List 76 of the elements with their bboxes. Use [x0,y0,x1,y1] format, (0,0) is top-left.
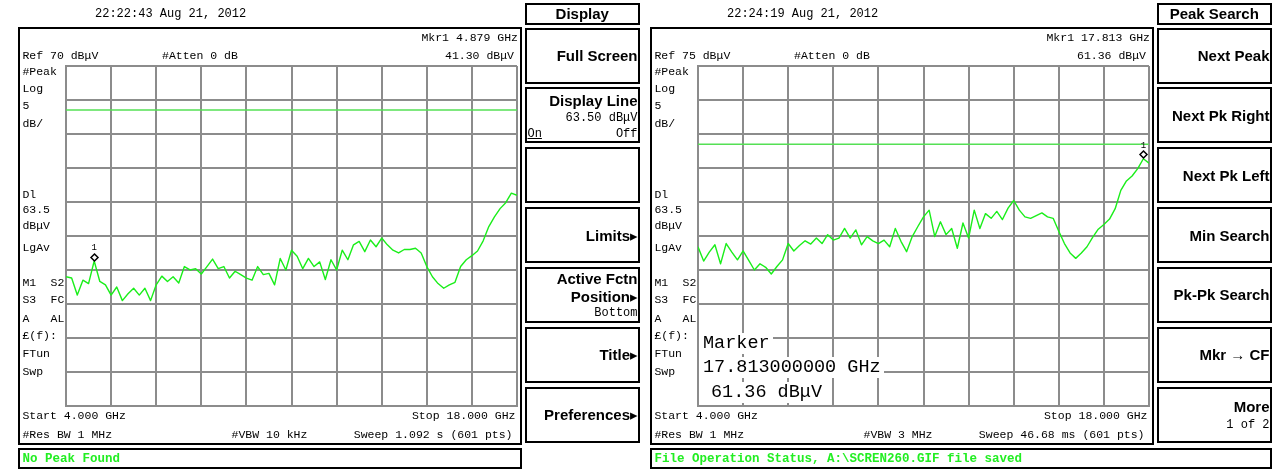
text: M1 S2 [654,276,697,289]
text: FTun [22,347,50,361]
text: dBμV [654,218,682,232]
annotation: 1 [1140,140,1147,151]
text: Next Peak [1197,47,1270,64]
text: A AL [654,311,697,325]
annotation: 61.36 dBμV [699,382,826,403]
text: #Res BW 1 MHz [654,428,745,441]
text: Bottom [594,306,638,320]
text: Sweep 1.092 s (601 pts) [353,428,513,441]
text: #Atten 0 dB [162,49,238,62]
text: Mkr1 4.879 GHz [421,30,518,44]
text: Off [615,127,638,141]
text: #Peak [654,65,689,78]
text: #VBW 3 MHz [863,428,933,441]
text: 63.5 [22,203,50,217]
text: Next Pk Right [1171,106,1270,124]
ref-line-label: Ref 70 dBμV [22,49,99,62]
text: Mkr → CF [1199,346,1270,364]
text: 63.50 dBμV [565,110,638,125]
text: 63.5 [654,203,682,217]
text: #Atten 0 dB [794,49,870,62]
text: Pk-Pk Search [1173,286,1270,304]
text: LgAv [654,241,682,254]
text: On [527,127,542,141]
annotation: Marker [699,333,773,354]
text: Swp [22,364,44,378]
text: Next Pk Left [1182,166,1270,184]
text: M1 S2 [22,276,65,289]
text: Start 4.000 GHz [22,408,126,422]
text: Stop 18.000 GHz [1043,408,1148,422]
text: Stop 18.000 GHz [411,408,516,422]
text: Mkr1 17.813 GHz [1046,30,1150,44]
text: dBμV [22,218,50,232]
text: Dl [22,187,37,201]
text: Dl [654,187,669,201]
text: Min Search [1189,226,1270,244]
text: dB/ [22,116,44,130]
text: Display [555,5,609,23]
text: A AL [22,311,65,325]
text: Display Line [549,91,638,109]
text: Limits▸ [585,226,638,245]
text: Preferences▸ [544,406,638,425]
text: Swp [654,364,676,378]
text: 1 of 2 [1226,417,1270,432]
ref-line-label: Ref 75 dBμV [654,49,731,62]
text: £(f): [654,329,689,343]
text: No Peak Found [22,452,120,466]
text: S3 FC [22,293,65,307]
text: £(f): [22,329,57,343]
text: Position▸ [570,287,638,306]
text: #Res BW 1 MHz [22,428,113,441]
text: #VBW 10 kHz [231,428,308,441]
annotation: 1 [91,242,97,253]
text: dB/ [654,116,676,130]
text: 61.36 dBμV [1076,49,1146,62]
text: FTun [654,347,682,361]
text: LgAv [22,241,50,254]
chart-title: 22:24:19 Aug 21, 2012 [727,6,879,21]
chart-title: 22:22:43 Aug 21, 2012 [95,6,247,21]
text: 5 [654,99,662,112]
text: File Operation Status, A:\SCREN260.GIF file saved [654,452,1022,466]
text: 5 [22,99,30,112]
text: More [1233,397,1270,415]
text: Log [654,81,676,95]
text: Log [22,81,44,95]
text: Active Fctn [556,269,638,287]
text: Sweep 46.68 ms (601 pts) [978,428,1145,441]
text: S3 FC [654,293,697,307]
text: Title▸ [599,346,638,365]
text: Peak Search [1169,5,1259,23]
annotation: 17.813000000 GHz [699,357,884,378]
text: Full Screen [556,47,638,64]
text: Start 4.000 GHz [654,408,758,422]
text: 41.30 dBμV [444,49,514,62]
text: #Peak [22,65,57,78]
